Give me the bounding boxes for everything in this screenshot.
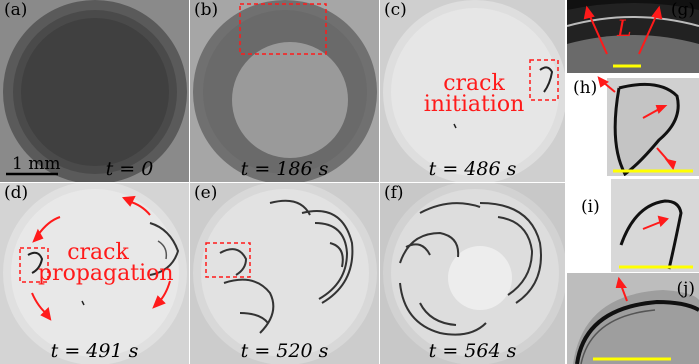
- panel-label: (j): [676, 279, 695, 299]
- panel-label: (g): [670, 0, 695, 20]
- scale-bar-label: 1 mm: [12, 154, 61, 174]
- length-symbol: L: [617, 17, 632, 42]
- panel-b: (b) t = 186 s: [190, 0, 379, 182]
- panel-j: (j): [567, 273, 699, 364]
- panel-label: (f): [384, 183, 404, 203]
- panel-i: (i): [567, 177, 699, 272]
- panel-c-image: [383, 0, 565, 182]
- panel-h: (h): [567, 74, 699, 176]
- panel-i-image: [611, 179, 699, 272]
- crack-initiation-annotation: crack initiation: [423, 71, 525, 117]
- panel-a-image: [3, 0, 187, 182]
- panel-e: (e) t = 520 s: [190, 183, 379, 364]
- panel-label: (c): [384, 0, 407, 20]
- panel-g-image: [567, 3, 699, 73]
- panel-b-image: [193, 0, 377, 182]
- zoom-box: [239, 3, 327, 55]
- panel-e-image: [193, 183, 377, 364]
- panel-d: (d) crack propagation t = 491 s: [0, 183, 189, 364]
- panel-label: (e): [194, 183, 218, 203]
- panel-f: (f) t = 564 s: [380, 183, 565, 364]
- panel-h-image: [597, 76, 699, 176]
- time-label: t = 520 s: [240, 340, 329, 362]
- panel-j-image: [573, 276, 699, 364]
- crack-propagation-annotation: crack propagation: [38, 240, 174, 286]
- crack-box: [529, 59, 559, 101]
- time-label: t = 186 s: [240, 158, 329, 180]
- panel-a: (a) 1 mm t = 0: [0, 0, 189, 182]
- time-label: t = 486 s: [428, 158, 517, 180]
- time-label: t = 0: [105, 158, 154, 180]
- panel-f-image: [383, 183, 565, 364]
- panel-g: L (g): [567, 0, 699, 73]
- panel-label: (a): [4, 0, 28, 20]
- panel-label: (h): [573, 78, 598, 98]
- time-label: t = 564 s: [428, 340, 517, 362]
- panel-label: (b): [194, 0, 219, 20]
- panel-label: (i): [581, 197, 600, 217]
- panel-c: (c) crack initiation t = 486 s: [380, 0, 565, 182]
- panel-d-image: [3, 183, 187, 364]
- time-label: t = 491 s: [50, 340, 139, 362]
- panel-label: (d): [4, 183, 29, 203]
